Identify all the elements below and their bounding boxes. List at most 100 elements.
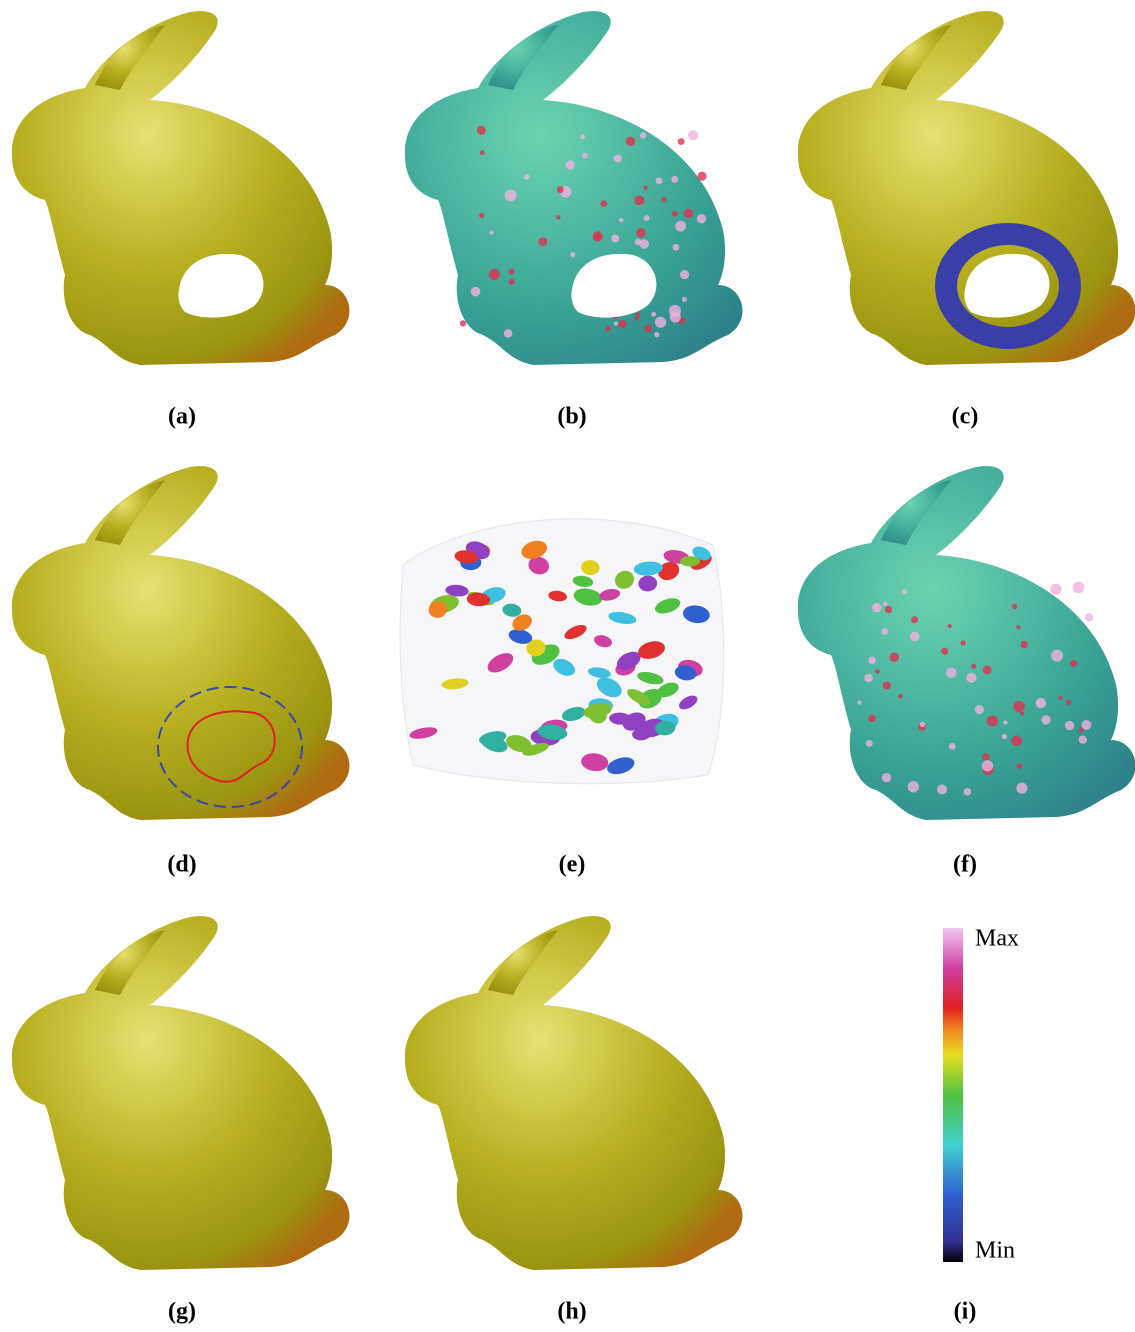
curvature-spot <box>538 237 547 246</box>
panel-label: (b) <box>557 404 586 430</box>
curvature-spot <box>636 312 640 316</box>
figure: Max Min (a)(b)(c)(d)(e)(f)(g)(h)(i) <box>0 0 1135 1332</box>
curvature-spot <box>1002 734 1007 739</box>
curvature-spot <box>1013 701 1025 713</box>
curvature-spot <box>971 664 976 669</box>
bunny-model <box>12 916 350 1270</box>
curvature-spot <box>611 234 619 242</box>
panel <box>798 466 1135 820</box>
curvature-spot <box>582 153 588 159</box>
curvature-spot <box>1012 604 1017 609</box>
curvature-spot <box>601 200 608 207</box>
curvature-spot <box>504 329 513 338</box>
curvature-spot <box>661 197 666 202</box>
colorbar-max-label: Max <box>975 926 1019 952</box>
curvature-spot <box>688 130 698 140</box>
curvature-spot <box>885 606 892 613</box>
curvature-spot <box>883 681 891 689</box>
curvature-spot <box>982 753 989 760</box>
curvature-spot <box>961 640 966 645</box>
panel-label: (h) <box>557 1299 586 1325</box>
panel <box>400 519 724 784</box>
curvature-spot <box>1011 736 1022 747</box>
curvature-spot <box>477 126 486 135</box>
curvature-spot <box>654 332 659 337</box>
curvature-spot <box>489 231 493 235</box>
curvature-spot <box>910 632 920 642</box>
curvature-spot <box>636 228 646 238</box>
curvature-spot <box>1085 613 1093 621</box>
curvature-spot <box>672 211 678 217</box>
curvature-spot <box>937 784 947 794</box>
curvature-spot <box>882 773 891 782</box>
curvature-spot <box>644 325 652 333</box>
curvature-spot <box>480 150 485 155</box>
curvature-spot <box>644 186 648 190</box>
curvature-spot <box>857 701 861 705</box>
curvature-spot <box>941 648 948 655</box>
curvature-spot <box>619 218 624 223</box>
curvature-spot <box>868 715 875 722</box>
curvature-spot <box>626 137 635 146</box>
panel-label: (d) <box>167 852 196 878</box>
curvature-spot <box>1081 720 1091 730</box>
curvature-spot <box>866 740 873 747</box>
curvature-spot <box>875 669 880 674</box>
curvature-spot <box>593 231 603 241</box>
curvature-spot <box>1059 696 1063 700</box>
curvature-spot <box>680 270 689 279</box>
curvature-spot <box>902 589 907 594</box>
panel <box>12 466 350 820</box>
panel-label: (g) <box>168 1299 196 1325</box>
curvature-spot <box>570 252 575 257</box>
curvature-spot <box>975 705 984 714</box>
panel-label: (f) <box>953 852 977 878</box>
curvature-spot <box>983 666 992 675</box>
curvature-spot <box>509 269 515 275</box>
panel-label: (i) <box>954 1299 977 1325</box>
curvature-spot <box>605 326 611 332</box>
curvature-spot <box>946 667 956 677</box>
curvature-spot <box>524 174 530 180</box>
curvature-spot <box>1016 625 1020 629</box>
panel-label: (c) <box>952 404 979 430</box>
curvature-spot <box>1041 715 1050 724</box>
curvature-spot <box>1016 783 1027 794</box>
curvature-spot <box>678 138 685 145</box>
curvature-spot <box>1051 650 1063 662</box>
curvature-spot <box>644 215 650 221</box>
curvature-spot <box>987 715 998 726</box>
curvature-spot <box>874 604 878 608</box>
curvature-spot <box>479 213 484 218</box>
curvature-spot <box>911 616 918 623</box>
panel <box>405 11 743 365</box>
bunny-model <box>405 11 743 365</box>
curvature-spot <box>1065 721 1074 730</box>
figure-canvas: Max Min (a)(b)(c)(d)(e)(f)(g)(h)(i) <box>0 0 1135 1332</box>
curvature-spot <box>982 760 993 771</box>
curvature-spot <box>656 177 663 184</box>
curvature-spot <box>1079 735 1087 743</box>
curvature-spot <box>580 134 585 139</box>
curvature-spot <box>557 186 564 193</box>
curvature-spot <box>697 214 706 223</box>
curvature-spot <box>920 722 925 727</box>
bunny-model <box>12 11 350 365</box>
curvature-spot <box>614 154 622 162</box>
curvature-spot <box>966 673 976 683</box>
panel <box>12 916 350 1270</box>
curvature-spot <box>635 316 639 320</box>
curvature-spot <box>883 601 887 605</box>
curvature-spot <box>618 320 626 328</box>
curvature-spot <box>505 190 517 202</box>
colorbar <box>943 928 963 1262</box>
curvature-spot <box>614 322 618 326</box>
curvature-spot <box>1017 763 1022 768</box>
curvature-spot <box>508 279 514 285</box>
bunny-model <box>405 916 743 1270</box>
colorbar-min-label: Min <box>975 1238 1015 1264</box>
curvature-spot <box>675 221 686 232</box>
curvature-spot <box>1066 700 1071 705</box>
panel-label: (e) <box>559 852 586 878</box>
curvature-spot <box>639 239 648 248</box>
